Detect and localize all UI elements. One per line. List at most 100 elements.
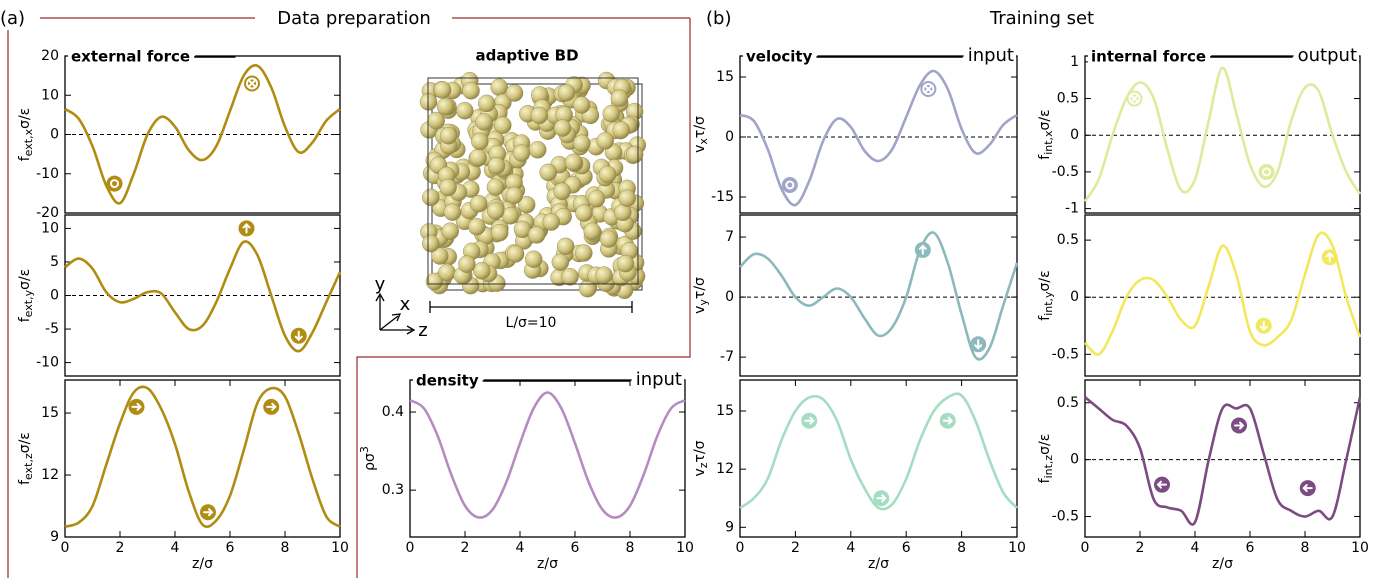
- x-tick-label: 0: [61, 540, 70, 556]
- x-tick-label: 2: [461, 540, 470, 556]
- x-tick-label: 0: [406, 540, 415, 556]
- particle: [486, 178, 505, 196]
- particle: [462, 82, 480, 100]
- plot-frame: [409, 379, 686, 538]
- x-tick-label: 6: [1246, 540, 1255, 556]
- y-tick-label: 9: [50, 529, 59, 545]
- y-axis-label-part: int,x: [1042, 130, 1055, 155]
- y-tick-label: -10: [36, 166, 59, 182]
- x-tick-label: 10: [1008, 540, 1026, 556]
- y-tick-label: -0.5: [1052, 164, 1079, 180]
- direction-marker: [1258, 163, 1275, 180]
- marker-symbol: [1259, 320, 1268, 332]
- y-axis-label: vyτ/σ: [692, 277, 710, 314]
- marker-symbol: [923, 84, 933, 94]
- particle: [505, 186, 523, 205]
- particle: [561, 268, 579, 286]
- y-tick-label: 9: [725, 519, 734, 535]
- y-axis-label-part: σ/ε: [1037, 434, 1053, 455]
- particle: [599, 230, 618, 248]
- particle: [557, 237, 575, 256]
- plot-frame: [739, 214, 1018, 377]
- marker-symbol: [1128, 92, 1141, 105]
- particle: [438, 263, 456, 282]
- particle: [575, 204, 593, 222]
- panel: 9 12 15 0 2 4 6 8 10 z/σ vzτ/σ: [692, 379, 1026, 572]
- particle: [596, 132, 614, 150]
- y-axis-label: ρσ3: [358, 446, 378, 471]
- y-tick-label: -1: [1065, 201, 1079, 217]
- particle: [618, 189, 636, 207]
- tag-bg: [631, 369, 684, 391]
- direction-marker: [200, 504, 216, 521]
- y-tick-label: 0: [1070, 452, 1079, 468]
- marker-symbol: [242, 223, 251, 234]
- y-tick-label: 0: [50, 288, 59, 304]
- y-tick-label: 0.5: [1057, 395, 1079, 411]
- marker-symbol: [266, 402, 277, 411]
- data-line: [739, 69, 1018, 207]
- particle: [505, 84, 524, 102]
- axis-label: x: [400, 294, 411, 315]
- y-tick-label: 10: [41, 220, 59, 236]
- marker-symbol: [1262, 167, 1271, 177]
- particle: [439, 178, 457, 197]
- y-tick-label: 12: [41, 467, 59, 483]
- marker-symbol: [110, 179, 119, 189]
- x-tick-label: 8: [957, 540, 966, 556]
- y-axis-label-part: σ/ε: [17, 269, 33, 290]
- y-axis-label-part: f: [17, 155, 33, 161]
- particle: [458, 255, 476, 273]
- direction-marker: [1255, 317, 1272, 334]
- direction-marker: [914, 241, 931, 258]
- snapshot: [419, 71, 647, 299]
- plot-frame: [739, 55, 1018, 214]
- particle: [564, 153, 583, 172]
- particle: [422, 234, 440, 253]
- particle: [436, 97, 455, 116]
- particle: [595, 266, 613, 284]
- y-axis-label: vzτ/σ: [692, 440, 710, 476]
- particle: [517, 195, 536, 214]
- y-axis-label-part: x: [697, 138, 710, 145]
- marker-disc: [781, 177, 798, 193]
- y-axis-label: fext,yσ/ε: [17, 269, 35, 323]
- particle: [456, 101, 474, 120]
- y-tick-label: -0.5: [1052, 509, 1079, 525]
- y-axis-label-part: τ/σ: [692, 440, 708, 462]
- marker-symbol: [1325, 251, 1334, 263]
- particle: [469, 195, 488, 213]
- direction-marker: [238, 220, 255, 237]
- y-axis-label-part: σ/ε: [17, 108, 33, 129]
- y-axis-label-part: τ/σ: [692, 277, 708, 299]
- particle: [501, 207, 520, 225]
- direction-marker: [920, 81, 937, 97]
- y-axis-label-part: σ/ε: [1037, 109, 1053, 130]
- particle: [441, 222, 459, 240]
- particle: [616, 254, 635, 273]
- tag-bg: [1293, 45, 1359, 67]
- particle: [572, 96, 591, 114]
- particle: [553, 182, 571, 201]
- marker-symbol: [203, 508, 214, 517]
- marker-symbol: [942, 416, 954, 425]
- x-tick-label: 6: [226, 540, 235, 556]
- x-tick-label: 10: [1351, 540, 1369, 556]
- x-tick-label: 4: [171, 540, 180, 556]
- y-tick-label: -5: [45, 321, 59, 337]
- snapshot-title: adaptive BD: [475, 47, 578, 65]
- marker-disc: [106, 175, 123, 192]
- particle: [490, 78, 508, 96]
- frame-a: [7, 17, 691, 578]
- x-tick-label: 0: [1081, 540, 1090, 556]
- y-axis-label-part: f: [17, 316, 33, 322]
- y-tick-label: -20: [36, 205, 59, 221]
- y-axis-label-part: z: [697, 462, 710, 468]
- y-tick-label: 0: [725, 289, 734, 305]
- particle: [473, 262, 491, 280]
- marker-symbol: [1302, 484, 1313, 493]
- particle: [587, 190, 606, 208]
- marker-symbol: [974, 339, 983, 350]
- marker-symbol: [1156, 480, 1167, 489]
